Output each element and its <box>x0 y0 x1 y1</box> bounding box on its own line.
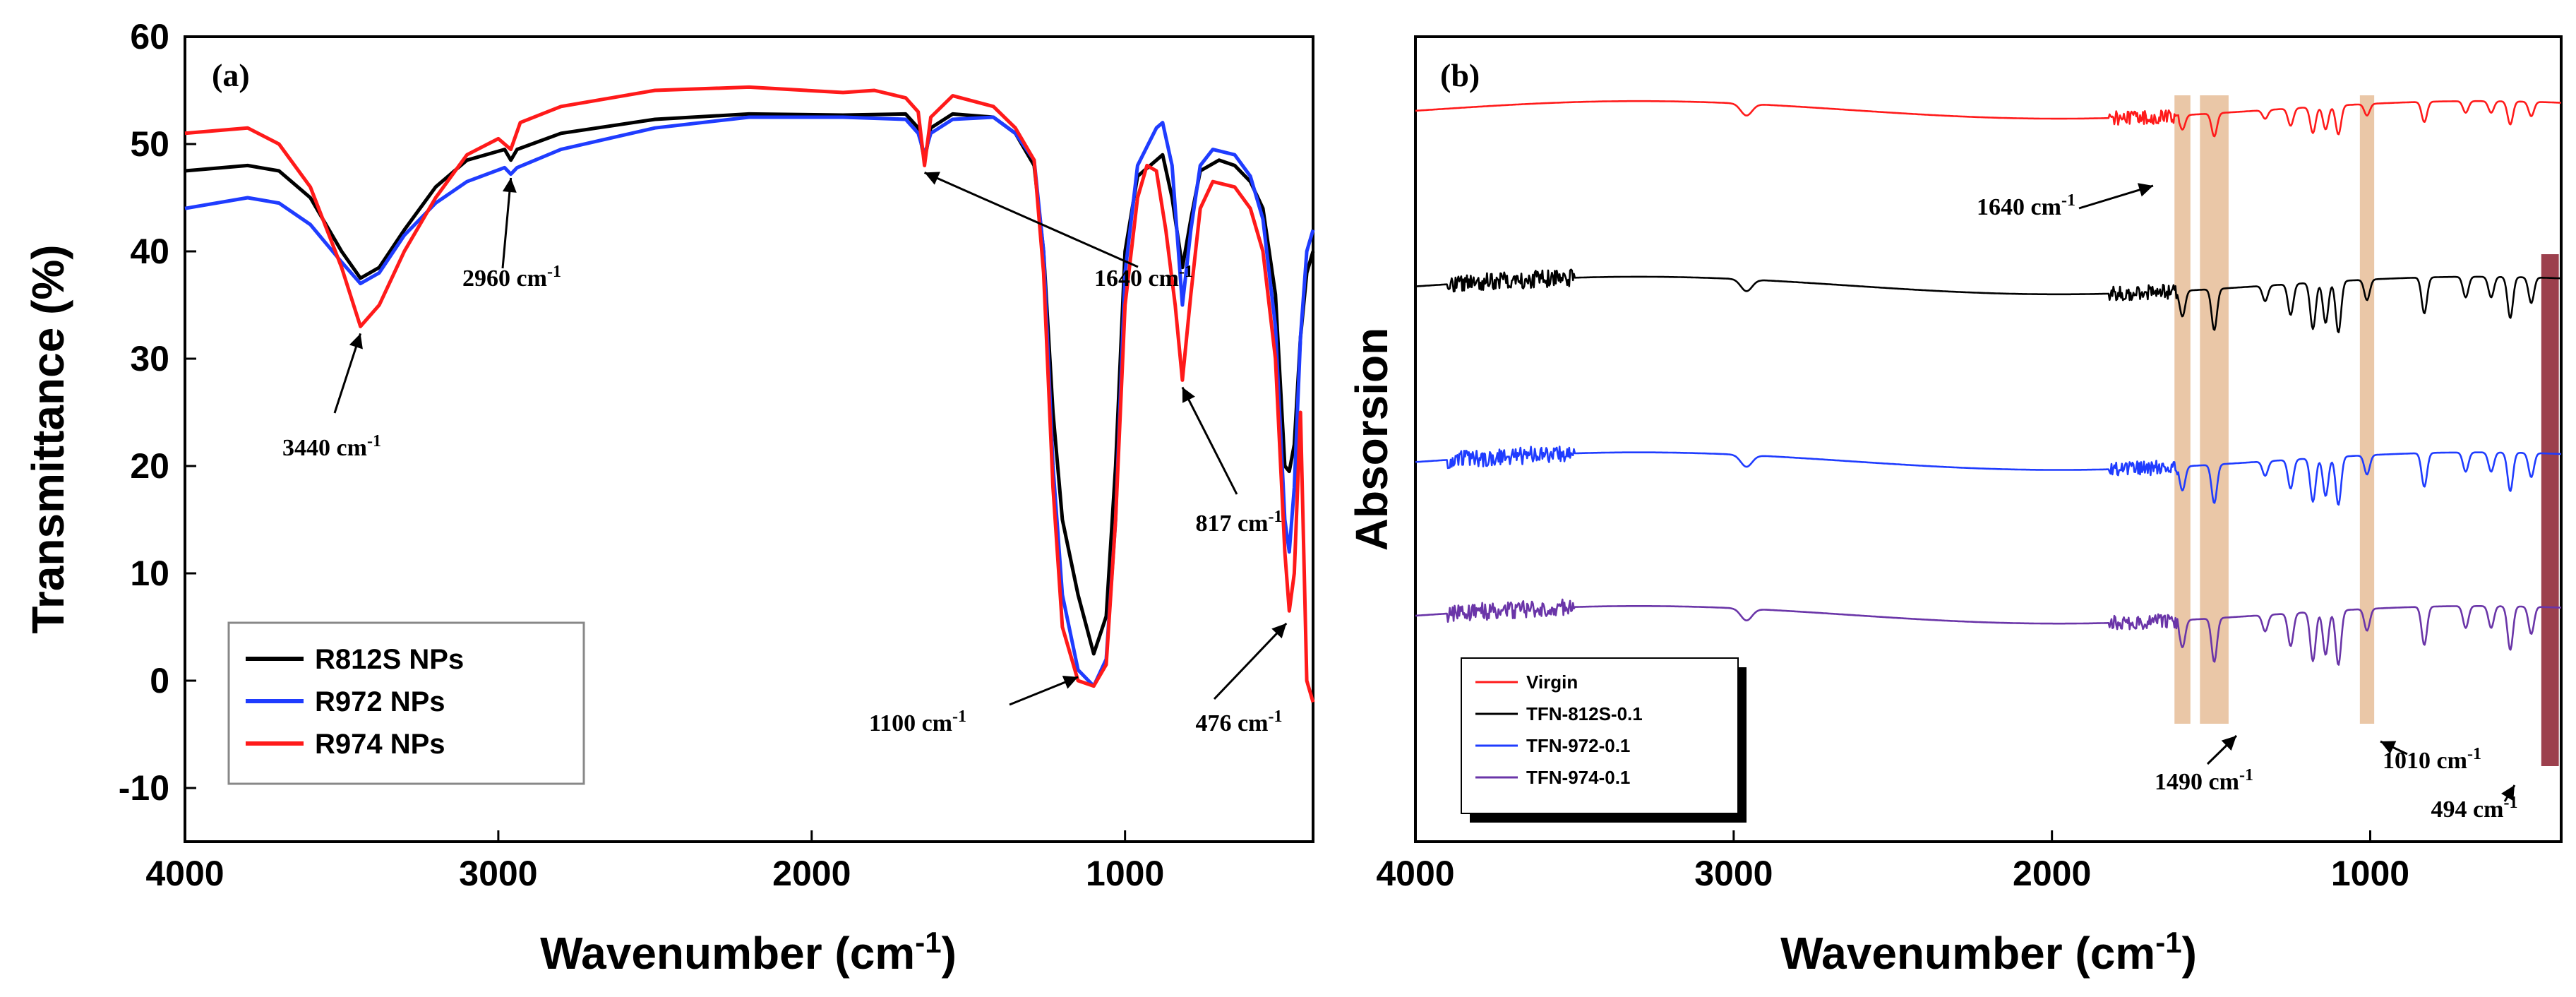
annotation-arrow-b-3 <box>2501 784 2516 802</box>
annotation-arrow-a-5-shaft <box>1213 622 1288 700</box>
x-tick-label: 4000 <box>1376 854 1454 893</box>
x-tick-label: 1000 <box>1086 854 1164 893</box>
annotation-arrow-b-0-head <box>2137 183 2153 197</box>
y-tick-label: 30 <box>130 339 169 378</box>
annotation-arrow-a-3-head <box>1182 387 1195 403</box>
plot-frame-b <box>1414 35 2563 843</box>
annotation-label-a-4: 1100 cm-1 <box>869 708 966 736</box>
series-line-tfn-972-0-1 <box>1415 446 2562 506</box>
series-line-r972-nps <box>184 115 1315 688</box>
x-tick-label: 2000 <box>2013 854 2091 893</box>
x-tick-label: 4000 <box>145 854 224 893</box>
annotation-arrow-b-1-head <box>2221 736 2236 751</box>
series-line-r812s-nps <box>184 112 1315 656</box>
x-tick-label: 3000 <box>1694 854 1773 893</box>
annotation-arrow-a-2 <box>923 172 1139 268</box>
annotation-arrow-b-2 <box>2380 740 2408 756</box>
annotation-arrow-b-1 <box>2206 734 2238 765</box>
annotation-arrow-b-2-head <box>2380 741 2397 754</box>
annotation-arrow-a-1-head <box>502 178 517 193</box>
y-tick-label: 50 <box>130 124 169 164</box>
annotation-arrow-b-3-head <box>2501 785 2515 801</box>
annotation-label-b-1: 1490 cm-1 <box>2155 766 2253 795</box>
plot-frame-a <box>184 35 1314 843</box>
legend-label-b-2: TFN-972-0.1 <box>1526 735 1630 756</box>
legend-box-b <box>1461 657 1739 814</box>
annotation-arrow-a-3-shaft <box>1181 386 1238 495</box>
series-line-tfn-812s-0-1 <box>1415 268 2561 333</box>
series-line-tfn-974-0-1 <box>1415 598 2562 666</box>
annotation-arrow-a-2-shaft <box>923 172 1139 268</box>
legend-label-b-1: TFN-812S-0.1 <box>1526 703 1643 724</box>
y-tick-label: 40 <box>130 232 169 271</box>
panel-b: 4000 3000 2000 1000 (b) Absorsion Wavenumbe… <box>1346 35 2563 979</box>
annotation-arrow-a-2-head <box>924 172 940 185</box>
highlight-band-0 <box>2174 95 2191 724</box>
panel-label-b: (b) <box>1440 57 1480 93</box>
y-tick-label: 60 <box>130 17 169 56</box>
x-tick-label: 2000 <box>772 854 851 893</box>
y-tick-label: 0 <box>150 661 169 700</box>
y-axis-title-a: Transmittance (%) <box>23 244 73 633</box>
x-tick-label: 3000 <box>459 854 537 893</box>
y-axis-title-b: Absorsion <box>1346 328 1397 551</box>
annotation-label-a-2: 1640 cm-1 <box>1094 263 1193 292</box>
annotation-label-b-0: 1640 cm-1 <box>1977 191 2075 220</box>
legend-label-a-1: R972 NPs <box>315 686 445 717</box>
legend-a: R812S NPs R972 NPs R974 NPs <box>227 621 585 785</box>
highlight-band-2 <box>2359 95 2375 724</box>
annotation-label-a-3: 817 cm-1 <box>1196 508 1283 537</box>
x-axis-title-a: Wavenumber (cm-1) <box>540 926 957 979</box>
annotation-arrow-a-5 <box>1213 622 1288 700</box>
panel-label-a: (a) <box>212 57 250 93</box>
legend-b: Virgin TFN-812S-0.1 TFN-972-0.1 TFN-974-0.1 <box>1461 657 1747 823</box>
annotation-label-b-2: 1010 cm-1 <box>2383 745 2481 774</box>
annotation-arrow-a-0 <box>333 333 363 414</box>
panel-a: 60 50 40 30 20 10 0 -10 4000 3000 2000 1000 (a) Tra… <box>23 17 1315 979</box>
legend-label-b-3: TFN-974-0.1 <box>1526 767 1630 788</box>
annotation-label-a-0: 3440 cm-1 <box>282 432 381 461</box>
highlight-band-3 <box>2541 254 2559 766</box>
annotation-label-a-5: 476 cm-1 <box>1196 708 1283 736</box>
x-axis-title-b: Wavenumber (cm-1) <box>1780 926 2197 979</box>
annotation-arrow-a-4 <box>1009 676 1079 706</box>
legend-label-a-2: R974 NPs <box>315 729 445 760</box>
annotation-label-a-1: 2960 cm-1 <box>462 263 561 292</box>
legend-label-b-0: Virgin <box>1526 671 1578 693</box>
x-tick-label: 1000 <box>2331 854 2409 893</box>
annotation-arrow-a-4-head <box>1062 676 1079 689</box>
annotation-arrow-b-0 <box>2078 183 2154 210</box>
annotation-label-b-3: 494 cm-1 <box>2431 794 2518 823</box>
annotation-arrow-a-1-shaft <box>501 177 513 269</box>
y-tick-label: -10 <box>119 768 169 808</box>
annotation-arrow-a-1 <box>501 177 517 269</box>
annotation-arrow-a-3 <box>1181 386 1238 495</box>
annotation-arrow-a-0-head <box>349 333 363 350</box>
series-line-r974-nps <box>184 85 1315 703</box>
annotation-arrow-a-5-head <box>1271 623 1287 639</box>
y-tick-label: 20 <box>130 446 169 486</box>
y-tick-label: 10 <box>130 554 169 593</box>
series-line-virgin <box>1415 100 2561 138</box>
highlight-band-1 <box>2200 95 2229 724</box>
legend-label-a-0: R812S NPs <box>315 644 464 675</box>
